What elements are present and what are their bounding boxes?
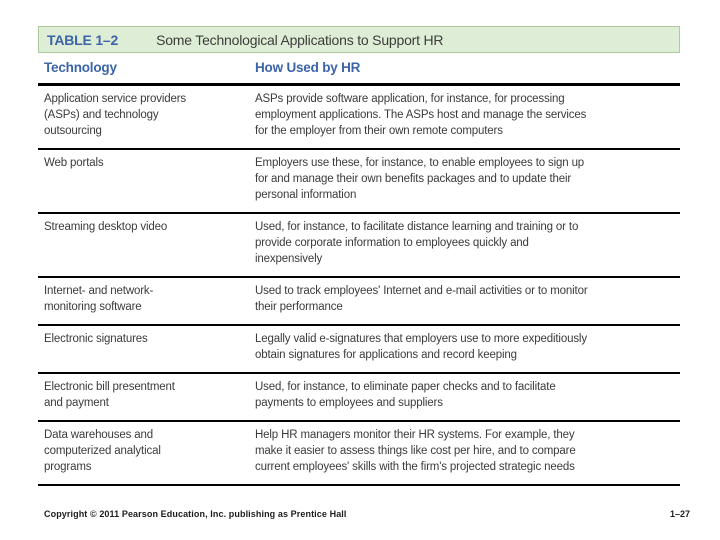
table-title: Some Technological Applications to Suppo… xyxy=(156,31,444,48)
technology-cell: Electronic bill presentment and payment xyxy=(44,381,175,409)
table-row: Streaming desktop video Used, for instan… xyxy=(38,214,680,278)
technology-cell: Internet- and network- monitoring softwa… xyxy=(44,285,154,313)
column-header-technology: Technology xyxy=(44,60,117,75)
technology-cell: Electronic signatures xyxy=(44,333,148,345)
usage-cell: Employers use these, for instance, to en… xyxy=(255,157,585,201)
table-row: Internet- and network- monitoring softwa… xyxy=(38,278,680,326)
technology-cell: Streaming desktop video xyxy=(44,221,168,233)
table-row: Electronic signatures Legally valid e-si… xyxy=(38,326,680,374)
technology-cell: Web portals xyxy=(44,157,104,169)
usage-cell: Used, for instance, to eliminate paper c… xyxy=(255,381,556,409)
technology-cell: Data warehouses and computerized analyti… xyxy=(44,429,161,473)
page-number: 1–27 xyxy=(669,509,690,519)
table-row: Application service providers (ASPs) and… xyxy=(38,86,680,150)
hr-technology-table: Technology How Used by HR Application se… xyxy=(38,60,680,486)
table-row: Data warehouses and computerized analyti… xyxy=(38,422,680,486)
copyright-text: Copyright © 2011 Pearson Education, Inc.… xyxy=(44,509,347,519)
table-row: Electronic bill presentment and payment … xyxy=(38,374,680,422)
usage-cell: Used, for instance, to facilitate distan… xyxy=(255,221,579,265)
table-row: Web portals Employers use these, for ins… xyxy=(38,150,680,214)
table-header-row: Technology How Used by HR xyxy=(38,60,680,86)
column-header-how-used: How Used by HR xyxy=(255,60,361,75)
usage-cell: Legally valid e-signatures that employer… xyxy=(255,333,587,361)
technology-cell: Application service providers (ASPs) and… xyxy=(44,93,187,137)
usage-cell: Help HR managers monitor their HR system… xyxy=(255,429,576,473)
usage-cell: Used to track employees' Internet and e-… xyxy=(255,285,588,313)
usage-cell: ASPs provide software application, for i… xyxy=(255,93,587,137)
slide-footer: Copyright © 2011 Pearson Education, Inc.… xyxy=(0,509,720,519)
table-number-label: TABLE 1–2 xyxy=(47,31,119,48)
table-caption-bar: TABLE 1–2 Some Technological Application… xyxy=(38,26,680,53)
